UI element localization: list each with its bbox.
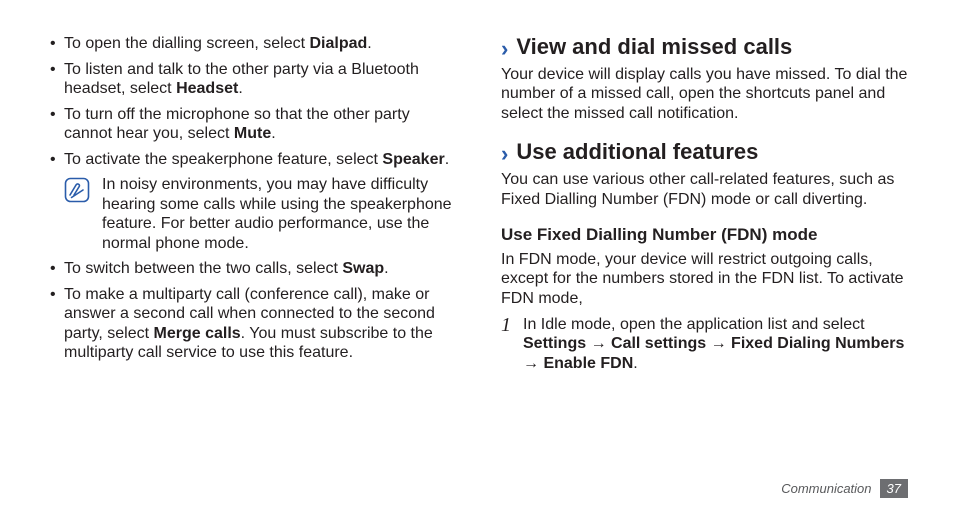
chevron-icon: ›	[501, 143, 508, 165]
bold: Swap	[342, 260, 384, 277]
paragraph-fdn: In FDN mode, your device will restrict o…	[501, 250, 908, 309]
text: To activate the speakerphone feature, se…	[64, 151, 382, 168]
subheading-fdn: Use Fixed Dialling Number (FDN) mode	[501, 225, 908, 246]
text: To switch between the two calls, select	[64, 260, 342, 277]
bullet-mute: To turn off the microphone so that the o…	[50, 105, 457, 144]
text-end: .	[367, 35, 371, 52]
bold: Speaker	[382, 151, 444, 168]
bold: Merge calls	[154, 325, 241, 342]
bullet-headset: To listen and talk to the other party vi…	[50, 60, 457, 99]
section-label: Communication	[781, 481, 871, 496]
heading-view-missed: › View and dial missed calls	[501, 34, 908, 61]
note-icon	[64, 177, 90, 203]
step-1: 1 In Idle mode, open the application lis…	[501, 315, 908, 374]
text-end: .	[445, 151, 449, 168]
heading-text: View and dial missed calls	[516, 34, 792, 61]
bullet-merge: To make a multiparty call (conference ca…	[50, 285, 457, 363]
text: To open the dialling screen, select	[64, 35, 309, 52]
text-end: .	[271, 125, 275, 142]
bullet-swap: To switch between the two calls, select …	[50, 259, 457, 279]
page-footer: Communication 37	[781, 479, 908, 498]
right-column: › View and dial missed calls Your device…	[501, 34, 908, 373]
bold: Dialpad	[309, 35, 367, 52]
text-end: .	[238, 80, 242, 97]
bullet-speaker: To activate the speakerphone feature, se…	[50, 150, 457, 170]
text-end: .	[384, 260, 388, 277]
bold: Mute	[234, 125, 271, 142]
heading-additional: › Use additional features	[501, 139, 908, 166]
bullet-dialpad: To open the dialling screen, select Dial…	[50, 34, 457, 54]
chevron-icon: ›	[501, 38, 508, 60]
heading-text: Use additional features	[516, 139, 758, 166]
page-number: 37	[880, 479, 908, 498]
note-block: In noisy environments, you may have diff…	[64, 175, 457, 253]
bold: Headset	[176, 80, 238, 97]
note-text: In noisy environments, you may have diff…	[102, 175, 457, 253]
paragraph-view-missed: Your device will display calls you have …	[501, 65, 908, 124]
step-text: In Idle mode, open the application list …	[523, 315, 908, 374]
paragraph-additional: You can use various other call-related f…	[501, 170, 908, 209]
step-number: 1	[501, 315, 523, 335]
left-column: To open the dialling screen, select Dial…	[50, 34, 457, 373]
